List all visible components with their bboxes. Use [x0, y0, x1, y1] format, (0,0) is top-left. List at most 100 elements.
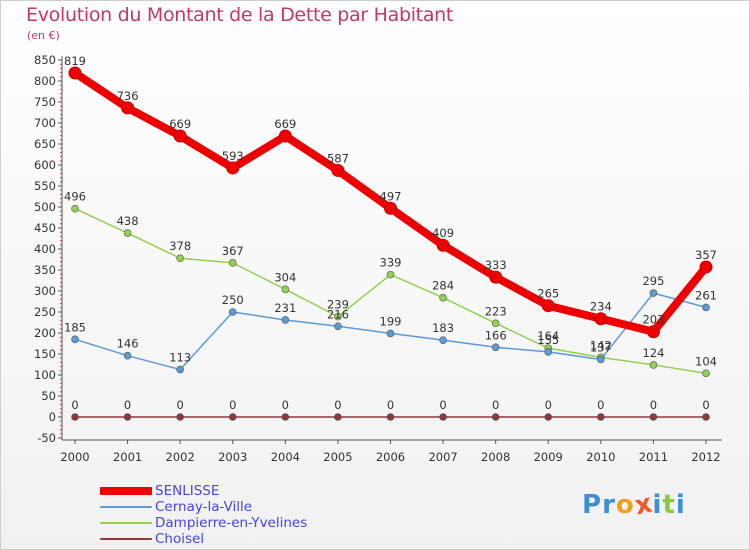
- data-label: 0: [71, 398, 78, 412]
- data-label: 0: [124, 398, 131, 412]
- legend-label: SENLISSE: [155, 483, 220, 499]
- data-point: [649, 289, 658, 297]
- data-point: [541, 299, 555, 313]
- x-tick-label: 2011: [639, 450, 668, 464]
- data-label: 0: [387, 398, 394, 412]
- logo-letter: i: [652, 490, 663, 520]
- data-label: 0: [545, 398, 552, 412]
- data-point: [331, 163, 345, 177]
- data-label: 339: [380, 256, 402, 270]
- chart-title: Evolution du Montant de la Dette par Hab…: [26, 4, 454, 26]
- data-label: 587: [327, 151, 349, 165]
- x-tick-label: 2009: [534, 450, 563, 464]
- data-point: [439, 293, 447, 302]
- data-label: 0: [282, 398, 289, 412]
- data-point: [334, 312, 342, 321]
- data-point: [71, 335, 79, 344]
- data-point: [544, 348, 553, 356]
- y-tick-label: 100: [34, 368, 56, 382]
- data-label: 203: [642, 313, 664, 327]
- data-label: 142: [590, 338, 612, 352]
- data-point: [176, 254, 184, 263]
- data-label: 164: [537, 329, 559, 343]
- data-point: [386, 270, 395, 279]
- x-tick-label: 2003: [218, 450, 247, 464]
- data-point: [646, 325, 660, 339]
- data-label: 284: [432, 279, 454, 293]
- data-label: 304: [274, 270, 296, 284]
- data-point: [123, 229, 132, 237]
- data-label: 496: [64, 190, 86, 204]
- y-tick-label: 50: [41, 389, 56, 403]
- data-point: [228, 259, 237, 267]
- data-label: 669: [169, 117, 191, 131]
- x-tick-label: 2006: [376, 450, 405, 464]
- y-tick-label: 600: [34, 158, 56, 172]
- x-tick-label: 2005: [323, 450, 352, 464]
- data-label: 124: [642, 346, 664, 360]
- logo-letter: i: [675, 490, 686, 520]
- data-label: 438: [117, 214, 139, 228]
- data-point: [278, 129, 292, 143]
- data-point: [702, 369, 710, 378]
- data-label: 199: [380, 314, 402, 328]
- data-point: [544, 413, 553, 421]
- y-tick-label: 800: [34, 74, 56, 88]
- data-point: [491, 343, 500, 352]
- data-label: 0: [492, 398, 499, 412]
- data-label: 0: [597, 398, 604, 412]
- data-label: 216: [327, 307, 349, 321]
- data-label: 497: [380, 189, 402, 203]
- data-point: [281, 316, 290, 324]
- data-point: [386, 413, 395, 421]
- data-label: 261: [695, 288, 717, 302]
- data-label: 0: [650, 398, 657, 412]
- y-tick-label: 0: [49, 410, 56, 424]
- data-point: [228, 308, 237, 316]
- x-tick-label: 2010: [586, 450, 615, 464]
- logo-letter: o: [615, 490, 635, 520]
- data-point: [176, 365, 184, 374]
- data-point: [702, 413, 710, 421]
- data-label: 113: [169, 351, 191, 365]
- data-point: [334, 413, 342, 421]
- x-tick-label: 2008: [481, 450, 510, 464]
- data-label: 183: [432, 321, 454, 335]
- y-tick-label: 700: [34, 116, 56, 130]
- data-point: [226, 161, 240, 175]
- data-point: [439, 413, 447, 421]
- y-tick-label: 850: [34, 53, 56, 67]
- data-point: [386, 329, 395, 338]
- data-point: [594, 312, 608, 326]
- data-label: 250: [222, 293, 244, 307]
- y-tick-label: 150: [34, 347, 56, 361]
- y-tick-label: 450: [34, 221, 56, 235]
- data-label: 185: [64, 320, 86, 334]
- data-point: [436, 238, 450, 252]
- logo-letter: t: [662, 490, 676, 520]
- logo-letter: r: [602, 490, 616, 520]
- data-point: [71, 413, 79, 421]
- y-tick-label: 550: [34, 179, 56, 193]
- data-point: [491, 413, 500, 421]
- data-label: 239: [327, 298, 349, 312]
- data-label: 0: [229, 398, 236, 412]
- chart-unit: (en €): [27, 29, 60, 42]
- x-tick-label: 2002: [166, 450, 195, 464]
- data-label: 0: [334, 398, 341, 412]
- data-label: 166: [485, 328, 507, 342]
- x-tick-label: 2004: [271, 450, 300, 464]
- y-tick-label: -50: [37, 431, 56, 445]
- data-point: [123, 351, 132, 360]
- data-point: [597, 355, 605, 364]
- data-label: 234: [590, 300, 612, 314]
- data-point: [281, 413, 290, 421]
- data-point: [71, 204, 79, 213]
- data-label: 223: [485, 304, 507, 318]
- y-tick-label: 200: [34, 326, 56, 340]
- data-point: [68, 66, 82, 80]
- legend-swatch: [100, 522, 152, 524]
- x-tick-label: 2000: [60, 450, 89, 464]
- legend-swatch: [100, 506, 152, 508]
- y-tick-label: 750: [34, 95, 56, 109]
